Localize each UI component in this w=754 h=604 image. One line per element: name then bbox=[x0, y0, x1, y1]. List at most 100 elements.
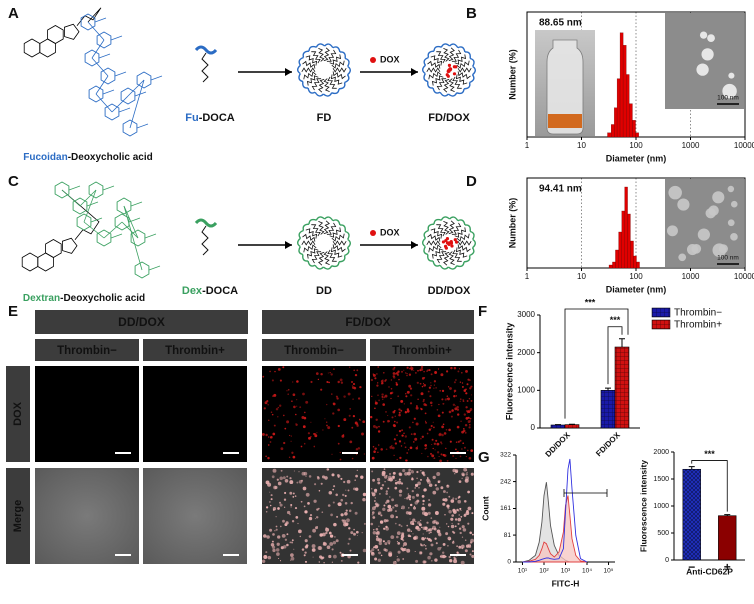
micelle-head bbox=[307, 87, 316, 94]
ring bbox=[45, 239, 62, 258]
drug-dot bbox=[454, 240, 459, 244]
cell-dot bbox=[267, 555, 272, 560]
x-tick-label: 10 bbox=[577, 272, 586, 281]
micelle-tail bbox=[318, 78, 325, 93]
row-header bbox=[6, 468, 30, 564]
cell-dot bbox=[430, 531, 432, 534]
glyco-bond bbox=[111, 95, 129, 113]
cell-dot bbox=[398, 440, 402, 443]
cell-dot bbox=[445, 428, 448, 431]
cell-dot bbox=[408, 507, 410, 509]
error-bar bbox=[724, 514, 731, 516]
cell-dot bbox=[361, 432, 364, 436]
cell-dot bbox=[435, 542, 438, 545]
cell-dot bbox=[444, 498, 448, 502]
cell-dot bbox=[466, 471, 468, 474]
cell-dot bbox=[421, 495, 425, 498]
cell-dot bbox=[283, 506, 286, 508]
micelle-head bbox=[332, 219, 341, 226]
glyco-bond bbox=[123, 205, 139, 239]
ring bbox=[76, 213, 92, 231]
cell-dot bbox=[387, 504, 392, 509]
cell-dot bbox=[461, 371, 463, 374]
cell-dot bbox=[298, 529, 302, 534]
cell-dot bbox=[374, 497, 377, 499]
cell-dot bbox=[432, 421, 434, 423]
cell-dot bbox=[308, 436, 311, 440]
cell-dot bbox=[280, 525, 282, 528]
x-tick-label: 1000 bbox=[682, 272, 700, 281]
bar-hatch bbox=[601, 390, 615, 428]
cell-dot bbox=[398, 472, 402, 476]
cell-dot bbox=[286, 475, 289, 478]
micelle-tail bbox=[332, 71, 346, 80]
cell-dot bbox=[289, 434, 291, 436]
cell-dot bbox=[331, 473, 335, 477]
cell-dot bbox=[400, 409, 403, 412]
bar-hatch bbox=[565, 424, 579, 428]
cell-dot bbox=[336, 397, 339, 400]
cell-dot bbox=[377, 382, 379, 384]
cell-dot bbox=[470, 385, 473, 388]
cell-dot bbox=[424, 512, 428, 517]
cell-dot bbox=[454, 407, 458, 411]
cell-dot bbox=[455, 448, 457, 451]
cell-dot bbox=[324, 476, 328, 480]
legend-label: Thrombin+ bbox=[674, 320, 722, 331]
cell-dot bbox=[428, 428, 432, 431]
tem-particle bbox=[666, 225, 678, 237]
drug-dot bbox=[452, 72, 457, 76]
micelle-tail bbox=[332, 67, 347, 73]
cell-dot bbox=[411, 469, 413, 471]
cell-dot bbox=[290, 503, 293, 507]
cell-dot bbox=[345, 489, 347, 491]
cell-dot bbox=[401, 429, 404, 432]
cell-dot bbox=[281, 533, 286, 538]
cell-dot bbox=[468, 456, 472, 460]
cell-dot bbox=[469, 544, 471, 546]
micelle-head bbox=[423, 56, 429, 66]
cell-dot bbox=[428, 386, 432, 389]
cell-dot bbox=[434, 537, 437, 540]
micelle-tail bbox=[323, 78, 330, 92]
cell-dot bbox=[395, 381, 398, 384]
cell-dot bbox=[465, 473, 468, 476]
micelle-head bbox=[456, 261, 465, 268]
y-tick-label: 242 bbox=[500, 478, 511, 485]
cell-dot bbox=[424, 544, 427, 547]
micelle-head bbox=[332, 46, 341, 53]
cell-dot bbox=[395, 560, 397, 563]
cell-dot bbox=[384, 475, 388, 479]
y-tick-label: 81 bbox=[504, 532, 512, 539]
micelle-head bbox=[298, 73, 304, 83]
cell-dot bbox=[291, 520, 295, 523]
x-tick-label: 10 bbox=[577, 141, 586, 150]
cell-dot bbox=[265, 506, 269, 509]
micelle-head bbox=[464, 51, 471, 59]
condition-header bbox=[370, 339, 474, 361]
cell-dot bbox=[370, 378, 374, 382]
micelle-tail bbox=[457, 244, 471, 253]
cell-dot bbox=[420, 478, 422, 481]
histogram-bar bbox=[635, 132, 639, 138]
cell-dot bbox=[283, 498, 287, 501]
tem-particle bbox=[730, 200, 738, 208]
y-tick-label: 2000 bbox=[653, 449, 669, 456]
cell-dot bbox=[308, 516, 313, 521]
cell-dot bbox=[460, 420, 462, 422]
cell-dot bbox=[317, 507, 320, 510]
cell-dot bbox=[433, 442, 437, 446]
micelle-tail bbox=[303, 244, 317, 253]
y-tick-label: 0 bbox=[507, 559, 511, 566]
cell-dot bbox=[387, 414, 389, 417]
cell-dot bbox=[312, 528, 316, 533]
glyco-bond bbox=[127, 79, 145, 97]
cell-dot bbox=[318, 546, 323, 551]
y-tick-label: 1000 bbox=[653, 503, 669, 510]
micelle-head bbox=[427, 50, 435, 58]
cell-dot bbox=[397, 542, 401, 545]
cell-dot bbox=[344, 512, 348, 516]
micelle-head bbox=[472, 65, 476, 76]
cell-dot bbox=[383, 527, 386, 530]
drug-dot bbox=[444, 246, 448, 250]
